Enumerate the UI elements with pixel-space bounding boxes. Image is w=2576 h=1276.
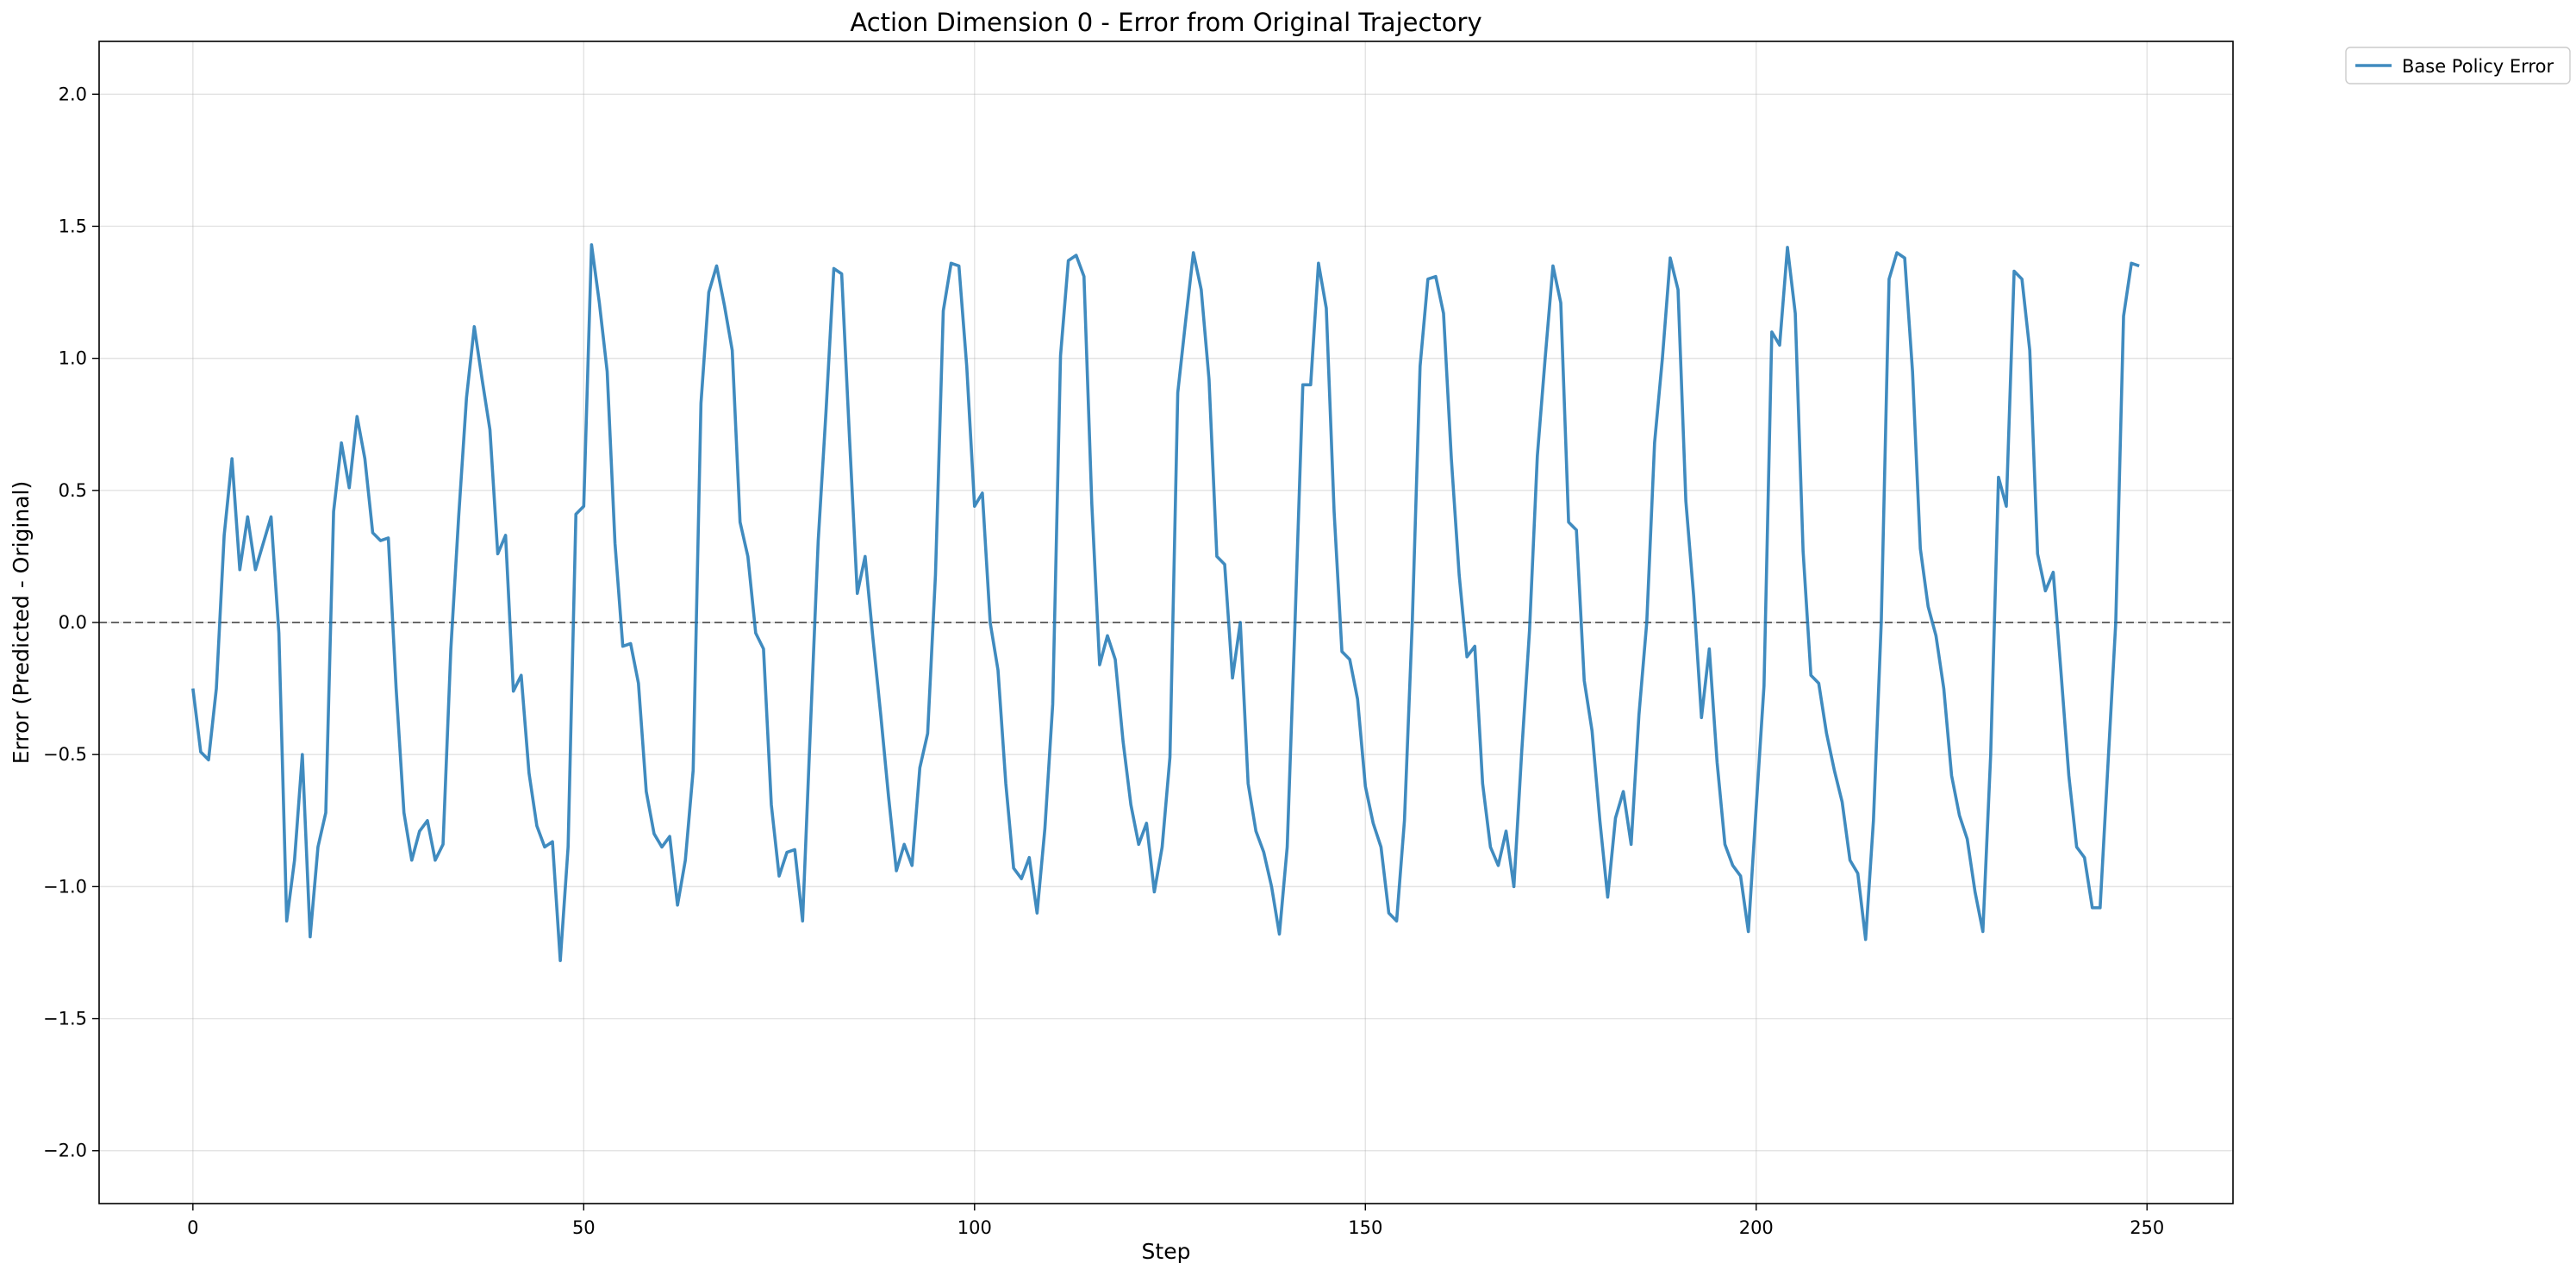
y-tick-label: −1.5 xyxy=(43,1009,87,1029)
legend-box xyxy=(2345,47,2571,84)
y-tick-label: −0.5 xyxy=(43,744,87,765)
y-tick-label: 0.5 xyxy=(59,480,87,501)
x-tick-label: 100 xyxy=(957,1217,992,1238)
y-tick-label: 1.5 xyxy=(59,216,87,236)
x-tick-label: 50 xyxy=(572,1217,596,1238)
legend-label-base-policy-error: Base Policy Error xyxy=(2402,56,2554,77)
chart-title: Action Dimension 0 - Error from Original… xyxy=(850,8,1481,37)
x-tick-label: 0 xyxy=(187,1217,198,1238)
x-axis-label: Step xyxy=(1142,1239,1191,1264)
y-tick-label: 0.0 xyxy=(59,612,87,633)
y-tick-label: 1.0 xyxy=(59,348,87,369)
x-axis-ticks: 0 50 100 150 200 250 xyxy=(187,1204,2164,1238)
y-tick-label: 2.0 xyxy=(59,84,87,104)
y-axis-label: Error (Predicted - Original) xyxy=(9,481,34,765)
x-tick-label: 200 xyxy=(1739,1217,1774,1238)
series-line-base-policy-error xyxy=(191,243,2140,962)
y-tick-label: −1.0 xyxy=(43,876,87,897)
y-axis-ticks: −2.0 −1.5 −1.0 −0.5 0.0 0.5 1.0 1.5 2.0 xyxy=(43,84,99,1161)
y-tick-label: −2.0 xyxy=(43,1141,87,1161)
x-tick-label: 150 xyxy=(1348,1217,1382,1238)
x-tick-label: 250 xyxy=(2130,1217,2164,1238)
legend: Base Policy Error xyxy=(2345,47,2571,84)
